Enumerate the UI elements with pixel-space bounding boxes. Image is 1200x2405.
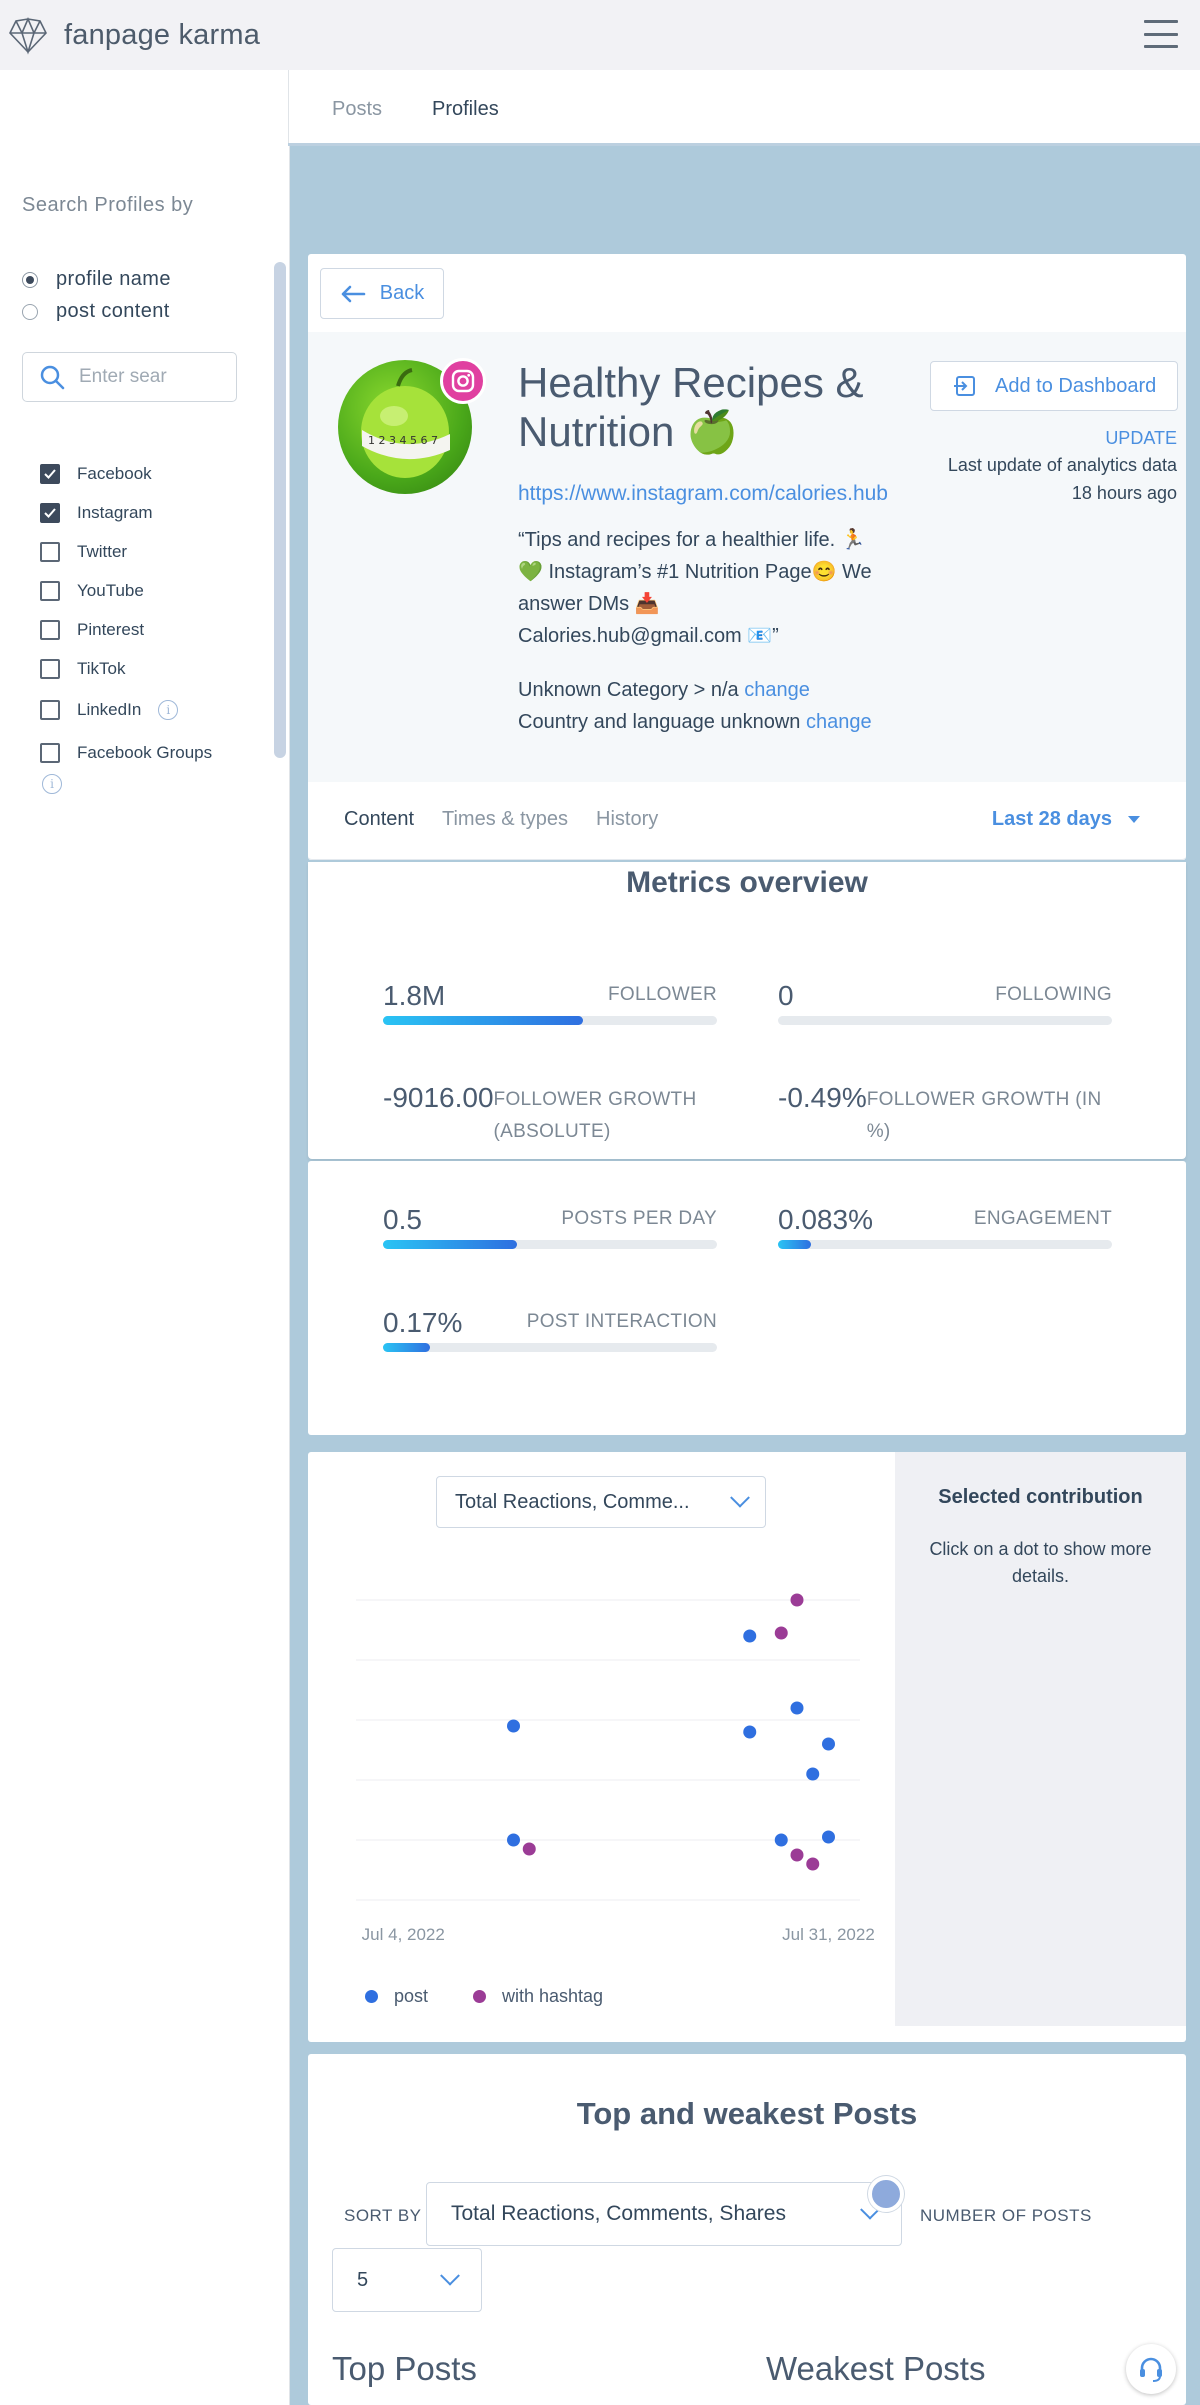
- top-posts-heading: Top Posts: [332, 2350, 477, 2387]
- search-input[interactable]: [79, 366, 209, 388]
- post-dot[interactable]: [822, 1737, 835, 1751]
- date-range-select[interactable]: Last 28 days: [992, 808, 1140, 831]
- last-update-value: 18 hours ago: [1071, 483, 1177, 503]
- support-headset-icon[interactable]: [1126, 2344, 1176, 2394]
- post-dot[interactable]: [507, 1719, 520, 1733]
- legend-post-marker: [365, 1990, 378, 2003]
- add-to-dashboard-icon: [954, 376, 975, 396]
- metrics-card-continued: [308, 1161, 1186, 1435]
- x-tick-label: Jul 4, 2022: [362, 1925, 445, 1944]
- legend-with-hashtag[interactable]: with hashtag: [473, 1986, 603, 2007]
- hashtag-post-dot[interactable]: [790, 1848, 804, 1862]
- filter-linkedin[interactable]: LinkedIn i: [40, 700, 179, 720]
- post-dot[interactable]: [507, 1833, 520, 1847]
- metric-follower-growth-percent: -0.49% FOLLOWER GROWTH (IN %): [778, 1082, 1102, 1142]
- radio-profile-name[interactable]: profile name: [22, 268, 171, 291]
- menu-icon[interactable]: [1144, 20, 1178, 48]
- weakest-posts-heading: Weakest Posts: [766, 2350, 986, 2387]
- filter-tiktok[interactable]: TikTok: [40, 659, 126, 679]
- filter-pinterest[interactable]: Pinterest: [40, 620, 144, 640]
- filter-facebook[interactable]: Facebook: [40, 464, 152, 484]
- post-dot[interactable]: [774, 1833, 788, 1847]
- instagram-icon: [440, 358, 486, 404]
- sort-by-select[interactable]: Total Reactions, Comments, Shares: [426, 2182, 902, 2246]
- number-of-posts-label: NUMBER OF POSTS: [920, 2206, 1092, 2225]
- add-to-dashboard-button[interactable]: Add to Dashboard: [930, 361, 1178, 411]
- top-weakest-title: Top and weakest Posts: [576, 2096, 918, 2131]
- legend-post[interactable]: post: [365, 1986, 428, 2007]
- legend-hashtag-marker: [473, 1990, 486, 2003]
- content-subtabs: Content Times & types History Last 28 da…: [308, 782, 1186, 860]
- top-bar: fanpage karma: [0, 0, 1200, 70]
- slider-handle[interactable]: [868, 2176, 904, 2212]
- radio-post-content[interactable]: post content: [22, 300, 170, 323]
- fanpage-karma-logo-icon: [9, 16, 47, 55]
- arrow-left-icon: [341, 285, 366, 302]
- post-dot[interactable]: [822, 1830, 835, 1844]
- last-update-label: Last update of analytics data: [947, 455, 1177, 475]
- tab-history[interactable]: History: [596, 808, 659, 830]
- x-tick-label: Jul 31, 2022: [782, 1925, 875, 1944]
- post-interaction-bar: [383, 1343, 430, 1352]
- sidebar-title: Search Profiles by: [22, 194, 194, 216]
- post-dot[interactable]: [790, 1701, 804, 1715]
- hashtag-post-dot[interactable]: [774, 1626, 788, 1640]
- post-dot[interactable]: [743, 1725, 757, 1739]
- change-country-link[interactable]: change: [806, 711, 872, 733]
- hashtag-post-dot[interactable]: [806, 1857, 820, 1871]
- filter-facebook-groups[interactable]: Facebook Groups: [40, 743, 212, 763]
- profile-bio: “Tips and recipes for a healthier life. …: [518, 529, 872, 647]
- tab-posts[interactable]: Posts: [332, 98, 383, 120]
- filter-youtube[interactable]: YouTube: [40, 581, 144, 601]
- nav-tabs: Posts Profiles: [0, 70, 1200, 146]
- chevron-down-icon: [730, 1487, 750, 1508]
- update-link[interactable]: UPDATE: [1105, 428, 1177, 448]
- avatar-tape-text: 1 2 3 4 5 6 7: [368, 434, 438, 447]
- number-of-posts-select[interactable]: 5: [332, 2248, 482, 2312]
- selected-contribution-title: Selected contribution: [938, 1486, 1143, 1508]
- profile-url-link[interactable]: https://www.instagram.com/calories.hub: [518, 482, 888, 505]
- hashtag-post-dot[interactable]: [790, 1593, 804, 1607]
- selected-contribution-panel: [895, 1452, 1186, 2026]
- metric-follower-growth-absolute: -9016.00 FOLLOWER GROWTH (ABSOLUTE): [383, 1082, 697, 1142]
- chart-metric-select[interactable]: Total Reactions, Comme...: [436, 1476, 766, 1528]
- caret-down-icon: [1128, 816, 1140, 823]
- sidebar-scrollbar[interactable]: [274, 262, 286, 758]
- tab-content[interactable]: Content: [344, 808, 415, 830]
- app-logo[interactable]: fanpage karma: [6, 15, 260, 55]
- metrics-title: Metrics overview: [626, 866, 868, 899]
- profile-name: Healthy Recipes & Nutrition 🍏: [518, 359, 864, 455]
- post-dot[interactable]: [743, 1629, 757, 1643]
- profile-category: Unknown Category > n/a change Country an…: [518, 679, 872, 733]
- selected-contribution-text: Click on a dot to show more details.: [929, 1539, 1152, 1586]
- change-category-link[interactable]: change: [744, 679, 810, 701]
- profile-search-box[interactable]: [22, 352, 237, 402]
- tab-times-types[interactable]: Times & types: [442, 808, 568, 830]
- info-icon[interactable]: i: [42, 774, 62, 794]
- chevron-down-icon: [440, 2265, 460, 2286]
- filter-instagram[interactable]: Instagram: [40, 503, 153, 523]
- hashtag-post-dot[interactable]: [522, 1842, 536, 1856]
- search-icon: [40, 365, 65, 390]
- app-name: fanpage karma: [64, 18, 261, 51]
- scatter-chart: Jul 4, 2022 Jul 31, 2022: [356, 1593, 875, 1944]
- filter-twitter[interactable]: Twitter: [40, 542, 127, 562]
- post-dot[interactable]: [806, 1767, 820, 1781]
- tab-profiles[interactable]: Profiles: [432, 98, 499, 120]
- search-sidebar: Search Profiles by profile name post con…: [0, 146, 290, 2405]
- engagement-bar: [778, 1240, 812, 1249]
- back-button[interactable]: Back: [320, 268, 444, 319]
- metrics-card: [308, 862, 1186, 1159]
- follower-bar: [383, 1016, 584, 1025]
- posts-per-day-bar: [383, 1240, 517, 1249]
- sort-by-label: SORT BY: [344, 2206, 422, 2225]
- info-icon[interactable]: i: [158, 700, 179, 720]
